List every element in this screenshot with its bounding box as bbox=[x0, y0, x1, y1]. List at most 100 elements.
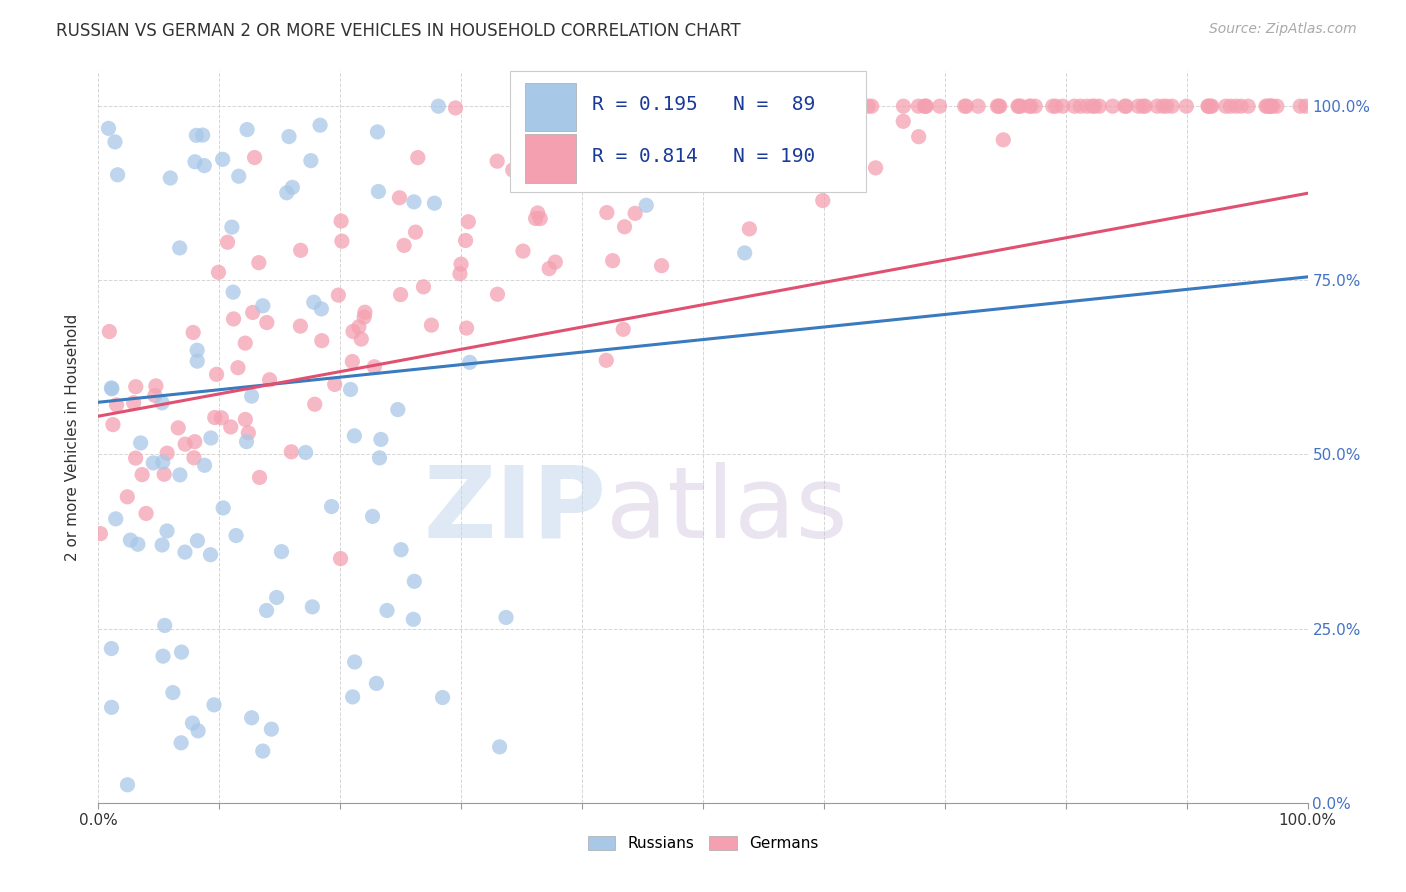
Point bbox=[1135, 99, 1157, 113]
Point bbox=[544, 255, 567, 269]
Point bbox=[634, 104, 657, 119]
Point bbox=[361, 509, 384, 524]
Point bbox=[339, 383, 361, 397]
Point bbox=[347, 319, 370, 334]
Point bbox=[266, 591, 288, 605]
Point bbox=[330, 234, 353, 248]
Point bbox=[1197, 99, 1219, 113]
Point bbox=[1201, 99, 1223, 113]
Point bbox=[294, 445, 316, 459]
Text: atlas: atlas bbox=[606, 462, 848, 558]
Point bbox=[1215, 99, 1237, 113]
Legend: Russians, Germans: Russians, Germans bbox=[582, 830, 824, 857]
Point bbox=[1265, 99, 1288, 113]
Point bbox=[775, 110, 797, 124]
Point bbox=[1258, 99, 1281, 113]
Point bbox=[1084, 99, 1107, 113]
Point bbox=[204, 410, 226, 425]
Point bbox=[290, 244, 312, 258]
Point bbox=[240, 389, 263, 403]
Point bbox=[225, 528, 247, 542]
Point bbox=[860, 99, 883, 113]
Point bbox=[156, 524, 179, 538]
Point bbox=[1008, 99, 1031, 113]
Point bbox=[170, 736, 193, 750]
Point bbox=[104, 512, 127, 526]
Point bbox=[456, 321, 478, 335]
Point bbox=[211, 153, 233, 167]
Text: R = 0.814   N = 190: R = 0.814 N = 190 bbox=[592, 147, 815, 167]
Point bbox=[350, 332, 373, 346]
Point bbox=[1237, 99, 1260, 113]
Point bbox=[278, 129, 301, 144]
Point bbox=[366, 676, 388, 690]
Point bbox=[907, 99, 929, 113]
Point bbox=[221, 220, 243, 235]
Point bbox=[222, 285, 245, 300]
Point bbox=[152, 649, 174, 664]
Point bbox=[290, 319, 312, 334]
Text: RUSSIAN VS GERMAN 2 OR MORE VEHICLES IN HOUSEHOLD CORRELATION CHART: RUSSIAN VS GERMAN 2 OR MORE VEHICLES IN … bbox=[56, 22, 741, 40]
Point bbox=[402, 612, 425, 626]
Point bbox=[309, 118, 332, 132]
Point bbox=[734, 246, 756, 260]
Point bbox=[321, 500, 343, 514]
Point bbox=[368, 450, 391, 465]
Point bbox=[129, 436, 152, 450]
Point bbox=[560, 134, 582, 148]
Point bbox=[1024, 99, 1046, 113]
Point bbox=[233, 336, 256, 351]
Point bbox=[412, 280, 434, 294]
Point bbox=[534, 116, 557, 130]
Point bbox=[124, 451, 146, 466]
Point bbox=[247, 255, 270, 269]
Point bbox=[1088, 99, 1111, 113]
Point bbox=[827, 99, 849, 113]
Point bbox=[100, 381, 122, 395]
Point bbox=[191, 128, 214, 142]
Point bbox=[323, 377, 346, 392]
Point bbox=[1156, 99, 1178, 113]
Point bbox=[891, 114, 914, 128]
Point bbox=[117, 778, 139, 792]
Point bbox=[1132, 99, 1154, 113]
Point bbox=[800, 99, 823, 113]
Point bbox=[186, 128, 208, 143]
Y-axis label: 2 or more Vehicles in Household: 2 or more Vehicles in Household bbox=[65, 313, 80, 561]
Point bbox=[219, 420, 242, 434]
Point bbox=[281, 180, 304, 194]
Point bbox=[780, 149, 803, 163]
Point bbox=[1045, 99, 1067, 113]
Point bbox=[1052, 99, 1074, 113]
Point bbox=[100, 700, 122, 714]
Point bbox=[1115, 99, 1137, 113]
Point bbox=[595, 353, 617, 368]
Point bbox=[205, 368, 228, 382]
Point bbox=[658, 99, 681, 113]
Point bbox=[502, 163, 524, 178]
Point bbox=[236, 122, 259, 136]
Point bbox=[238, 425, 260, 440]
Point bbox=[342, 690, 364, 704]
Point bbox=[1261, 99, 1284, 113]
Point bbox=[524, 211, 547, 226]
Point bbox=[311, 301, 333, 316]
Point bbox=[450, 257, 472, 271]
Point bbox=[749, 110, 772, 124]
Point bbox=[169, 467, 191, 482]
Point bbox=[529, 211, 551, 226]
Point bbox=[831, 99, 853, 113]
Point bbox=[150, 396, 173, 410]
Point bbox=[259, 373, 281, 387]
Point bbox=[602, 253, 624, 268]
Point bbox=[636, 198, 658, 212]
Point bbox=[107, 168, 129, 182]
Point bbox=[209, 410, 232, 425]
Point bbox=[363, 359, 385, 374]
Point bbox=[717, 99, 740, 113]
Point bbox=[1199, 99, 1222, 113]
Point bbox=[1076, 99, 1098, 113]
Point bbox=[650, 101, 672, 115]
Point bbox=[299, 153, 322, 168]
Point bbox=[181, 716, 204, 731]
